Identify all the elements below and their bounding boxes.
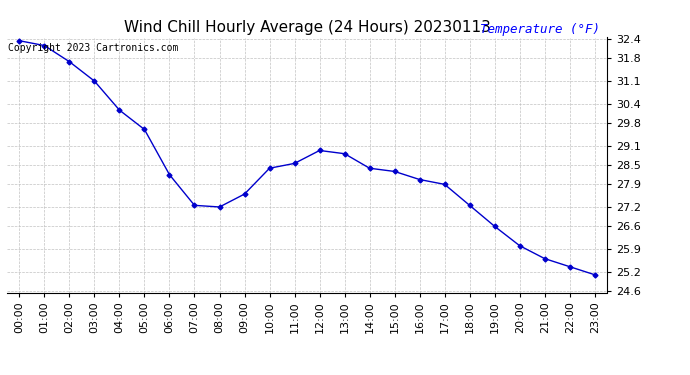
- Text: Temperature (°F): Temperature (°F): [480, 22, 600, 36]
- Text: Copyright 2023 Cartronics.com: Copyright 2023 Cartronics.com: [8, 43, 178, 52]
- Title: Wind Chill Hourly Average (24 Hours) 20230113: Wind Chill Hourly Average (24 Hours) 202…: [124, 20, 491, 35]
